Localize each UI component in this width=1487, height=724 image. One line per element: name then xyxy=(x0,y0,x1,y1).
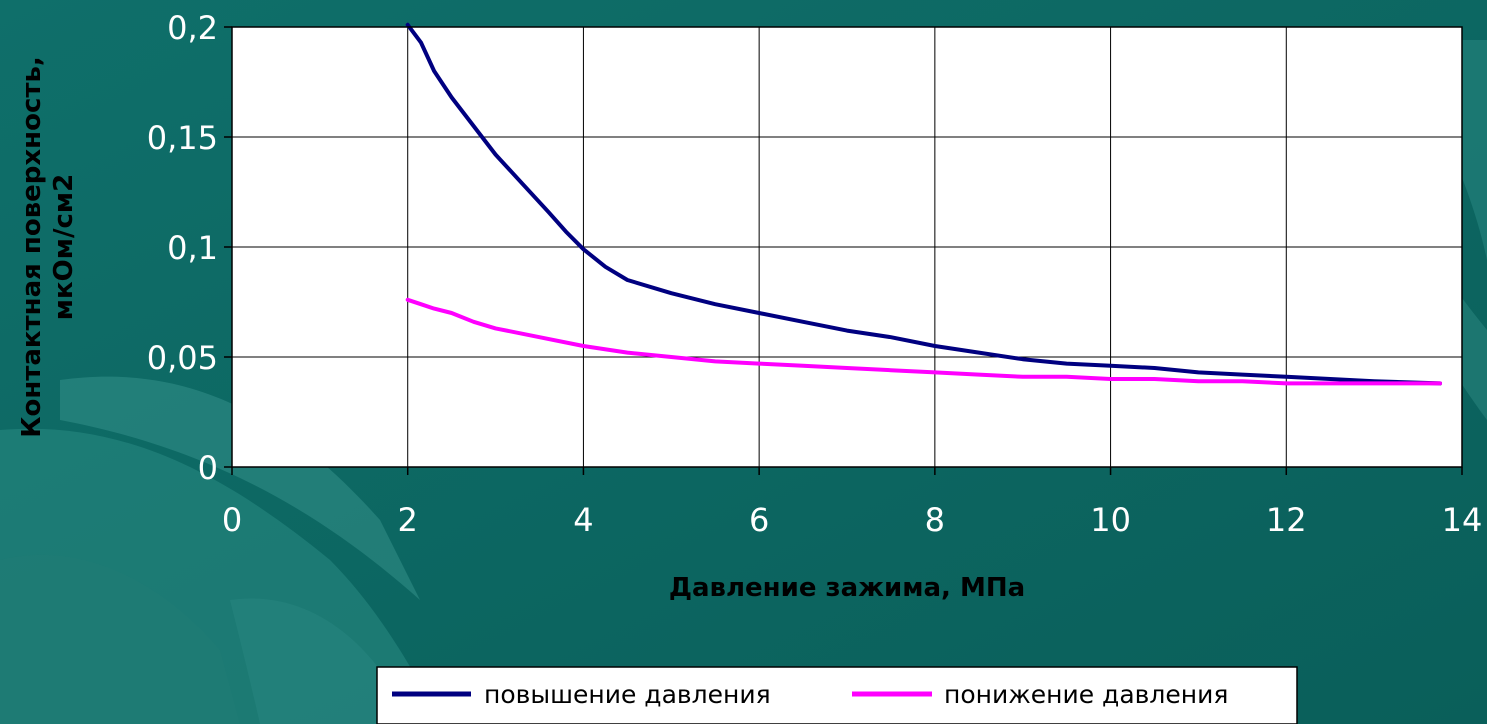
y-tick-label: 0,2 xyxy=(167,9,218,47)
x-tick-label: 14 xyxy=(1442,501,1483,539)
y-tick-label: 0,05 xyxy=(147,339,218,377)
x-tick-label: 2 xyxy=(398,501,418,539)
grid-lines xyxy=(232,27,1462,467)
x-tick-label: 0 xyxy=(222,501,242,539)
legend-label-up: повышение давления xyxy=(484,680,771,709)
y-tick-labels: 0 0,05 0,1 0,15 0,2 xyxy=(147,9,218,487)
series-line-pressure-decrease xyxy=(405,297,1442,386)
y-tick-label: 0,15 xyxy=(147,119,218,157)
legend-label-down: понижение давления xyxy=(944,680,1228,709)
x-axis-title: Давление зажима, МПа xyxy=(669,573,1025,603)
x-tick-label: 10 xyxy=(1090,501,1131,539)
x-tick-label: 8 xyxy=(925,501,945,539)
x-tick-label: 6 xyxy=(749,501,769,539)
y-tick-label: 0,1 xyxy=(167,229,218,267)
legend-box xyxy=(376,666,1298,724)
series-line-pressure-increase xyxy=(405,22,1442,386)
series-layer xyxy=(405,22,1442,386)
tick-marks xyxy=(224,26,1463,475)
y-tick-label: 0 xyxy=(198,449,218,487)
x-tick-labels: 0 2 4 6 8 10 12 14 xyxy=(222,501,1483,539)
x-tick-label: 4 xyxy=(573,501,593,539)
legend: повышение давления понижение давления xyxy=(376,666,1298,724)
y-axis-title-line2: мкОм/см2 xyxy=(49,174,79,321)
x-tick-label: 12 xyxy=(1266,501,1307,539)
y-axis-title-line1: Контактная поверхность, xyxy=(17,56,47,438)
